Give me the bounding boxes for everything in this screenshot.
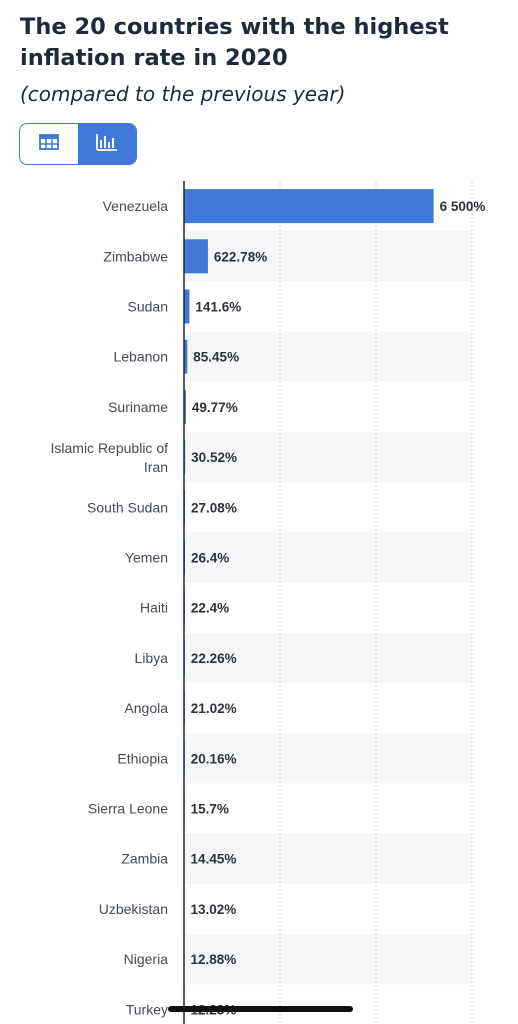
- bar-chart-icon: [96, 133, 118, 156]
- data-label: 6 500%: [440, 199, 486, 214]
- row-band: [184, 632, 472, 683]
- category-label: Suriname: [108, 399, 168, 415]
- data-label: 15.7%: [191, 802, 229, 817]
- data-label: 14.45%: [191, 852, 237, 867]
- bar: [184, 289, 190, 324]
- view-toggle: [19, 123, 137, 165]
- category-label: Uzbekistan: [99, 901, 168, 917]
- row-band: [184, 833, 472, 884]
- data-label: 26.4%: [191, 551, 229, 566]
- data-label: 22.26%: [191, 651, 237, 666]
- category-label: Turkey: [126, 1001, 168, 1017]
- category-label: Angola: [124, 700, 168, 716]
- chart-subtitle: (compared to the previous year): [20, 82, 346, 106]
- table-view-button[interactable]: [20, 124, 78, 164]
- data-label: 22.4%: [191, 601, 229, 616]
- data-label: 30.52%: [191, 450, 237, 465]
- row-band: [184, 532, 472, 583]
- data-label: 12.88%: [190, 952, 236, 967]
- home-indicator: [168, 1006, 353, 1012]
- data-label: 85.45%: [193, 350, 239, 365]
- chart-view-button[interactable]: [78, 124, 136, 164]
- bar: [184, 389, 186, 424]
- data-label: 13.02%: [190, 902, 236, 917]
- category-label: Libya: [135, 650, 169, 666]
- category-label: Haiti: [140, 600, 168, 616]
- category-label: Ethiopia: [117, 750, 168, 766]
- category-label: Zimbabwe: [103, 248, 168, 264]
- data-label: 622.78%: [214, 249, 267, 264]
- data-label: 20.16%: [191, 751, 237, 766]
- category-label: Sierra Leone: [88, 801, 168, 817]
- category-label: Sudan: [128, 299, 168, 315]
- chart-title: The 20 countries with the highest inflat…: [20, 14, 449, 71]
- row-band: [184, 934, 472, 985]
- bar: [184, 189, 434, 224]
- data-label: 21.02%: [191, 701, 237, 716]
- category-label: Islamic Republic of Iran: [51, 440, 169, 475]
- data-label: 141.6%: [195, 300, 241, 315]
- table-icon: [39, 133, 59, 155]
- category-label: South Sudan: [87, 499, 168, 515]
- data-label: 27.08%: [191, 500, 237, 515]
- category-label: Yemen: [125, 550, 168, 566]
- category-label: Zambia: [121, 851, 168, 867]
- category-label: Venezuela: [103, 198, 169, 214]
- row-band: [184, 733, 472, 784]
- bar: [184, 339, 188, 374]
- row-band: [184, 331, 472, 382]
- data-label: 49.77%: [192, 400, 238, 415]
- bar: [184, 239, 208, 274]
- row-band: [184, 231, 472, 282]
- category-label: Nigeria: [124, 951, 169, 967]
- row-band: [184, 432, 472, 483]
- category-label: Lebanon: [113, 349, 168, 365]
